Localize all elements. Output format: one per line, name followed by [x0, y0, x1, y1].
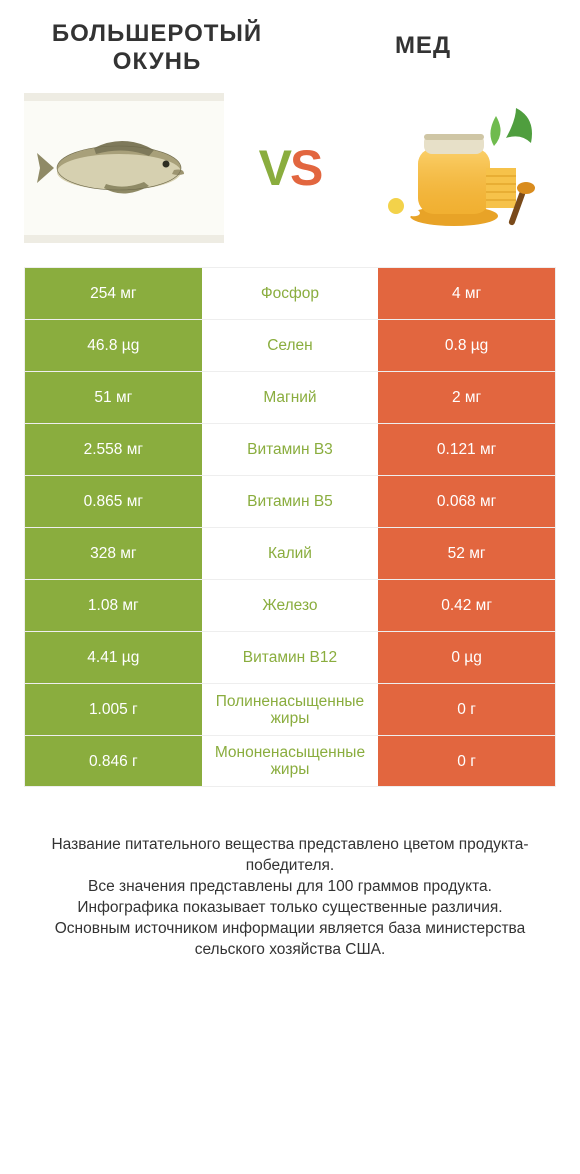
table-row: 1.005 гПолиненасыщенные жиры0 г: [24, 683, 556, 735]
nutrient-label: Полиненасыщенные жиры: [202, 684, 379, 735]
value-right: 2 мг: [378, 372, 555, 423]
title-right: МЕД: [290, 20, 556, 60]
vs-badge: VS: [259, 139, 322, 197]
footnote: Название питательного вещества представл…: [24, 835, 556, 961]
fish-icon: [34, 128, 214, 208]
value-right: 0 г: [378, 684, 555, 735]
value-left: 46.8 µg: [25, 320, 202, 371]
images-row: VS: [24, 93, 556, 243]
value-left: 4.41 µg: [25, 632, 202, 683]
table-row: 46.8 µgСелен0.8 µg: [24, 319, 556, 371]
value-left: 1.08 мг: [25, 580, 202, 631]
value-left: 328 мг: [25, 528, 202, 579]
nutrient-label: Мононенасыщенные жиры: [202, 736, 379, 786]
table-row: 1.08 мгЖелезо0.42 мг: [24, 579, 556, 631]
comparison-table: 254 мгФосфор4 мг46.8 µgСелен0.8 µg51 мгМ…: [24, 267, 556, 787]
product-image-fish: [24, 93, 224, 243]
value-right: 0 µg: [378, 632, 555, 683]
table-row: 51 мгМагний2 мг: [24, 371, 556, 423]
table-row: 0.846 гМононенасыщенные жиры0 г: [24, 735, 556, 787]
footnote-line: Основным источником информации является …: [32, 919, 548, 961]
value-left: 0.865 мг: [25, 476, 202, 527]
title-left: БОЛЬШЕРОТЫЙ ОКУНЬ: [24, 20, 290, 75]
value-right: 52 мг: [378, 528, 555, 579]
vs-letter-s: S: [290, 140, 321, 196]
nutrient-label: Витамин B5: [202, 476, 379, 527]
footnote-line: Название питательного вещества представл…: [32, 835, 548, 877]
value-right: 0.068 мг: [378, 476, 555, 527]
table-row: 2.558 мгВитамин B30.121 мг: [24, 423, 556, 475]
value-right: 0 г: [378, 736, 555, 786]
value-left: 51 мг: [25, 372, 202, 423]
value-right: 0.42 мг: [378, 580, 555, 631]
table-row: 328 мгКалий52 мг: [24, 527, 556, 579]
value-left: 0.846 г: [25, 736, 202, 786]
nutrient-label: Селен: [202, 320, 379, 371]
nutrient-label: Витамин B12: [202, 632, 379, 683]
value-right: 0.8 µg: [378, 320, 555, 371]
footnote-line: Инфографика показывает только существенн…: [32, 898, 548, 919]
nutrient-label: Фосфор: [202, 268, 379, 319]
value-left: 1.005 г: [25, 684, 202, 735]
nutrient-label: Витамин B3: [202, 424, 379, 475]
table-row: 4.41 µgВитамин B120 µg: [24, 631, 556, 683]
value-right: 4 мг: [378, 268, 555, 319]
product-image-honey: [356, 93, 556, 243]
titles-row: БОЛЬШЕРОТЫЙ ОКУНЬ МЕД: [24, 20, 556, 75]
nutrient-label: Калий: [202, 528, 379, 579]
value-right: 0.121 мг: [378, 424, 555, 475]
table-row: 0.865 мгВитамин B50.068 мг: [24, 475, 556, 527]
table-row: 254 мгФосфор4 мг: [24, 267, 556, 319]
vs-letter-v: V: [259, 140, 290, 196]
nutrient-label: Магний: [202, 372, 379, 423]
nutrient-label: Железо: [202, 580, 379, 631]
value-left: 2.558 мг: [25, 424, 202, 475]
value-left: 254 мг: [25, 268, 202, 319]
footnote-line: Все значения представлены для 100 граммо…: [32, 877, 548, 898]
honey-icon: [366, 98, 546, 238]
